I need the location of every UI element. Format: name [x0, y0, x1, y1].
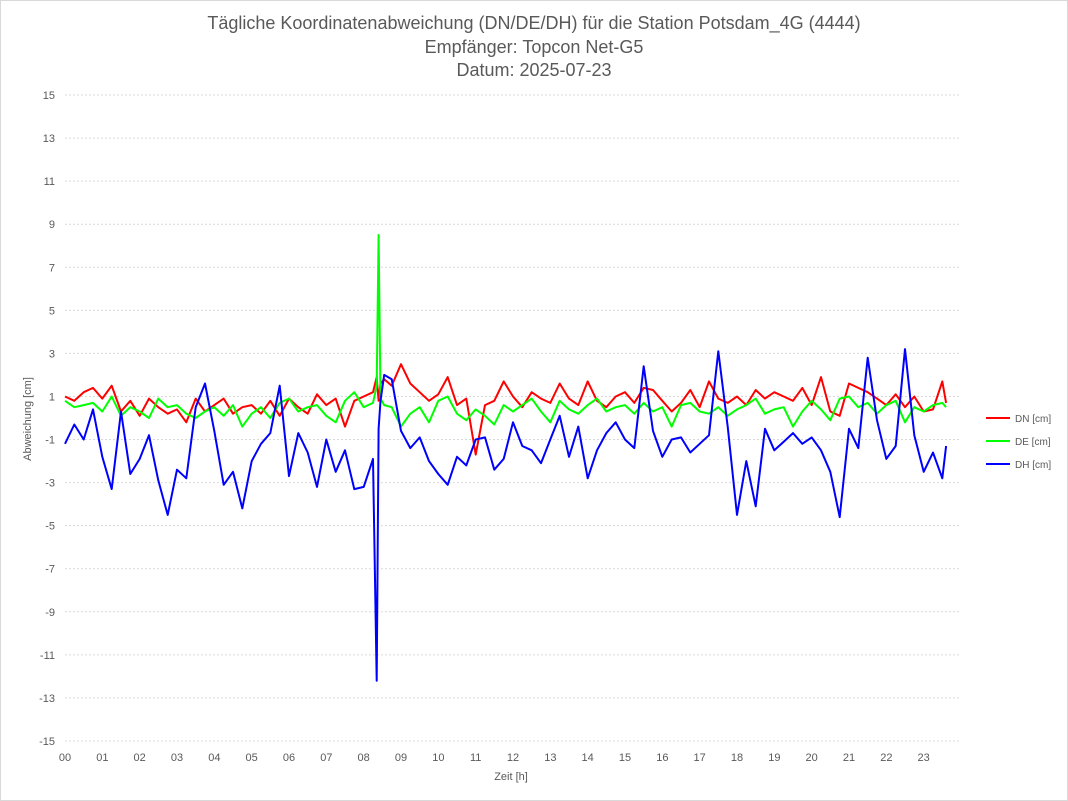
y-tick-label: 5	[49, 305, 55, 317]
y-tick-label: 1	[49, 391, 55, 403]
x-tick-label: 04	[208, 752, 220, 764]
x-tick-label: 14	[582, 752, 594, 764]
x-tick-label: 03	[171, 752, 183, 764]
y-tick-label: -7	[45, 564, 55, 576]
chart-subtitle-date: Datum: 2025-07-23	[456, 60, 612, 80]
x-tick-label: 12	[507, 752, 519, 764]
y-tick-label: 9	[49, 219, 55, 231]
x-tick-label: 02	[134, 752, 146, 764]
x-tick-label: 11	[470, 752, 481, 764]
y-tick-label: 11	[44, 176, 55, 188]
y-tick-label: 13	[43, 133, 55, 145]
x-tick-label: 19	[768, 752, 780, 764]
legend-label: DN [cm]	[1015, 414, 1051, 425]
series-line-dn	[64, 363, 948, 456]
x-tick-label: 07	[320, 752, 332, 764]
y-tick-label: 15	[43, 90, 55, 102]
y-tick-label: -15	[39, 736, 55, 748]
legend-label: DE [cm]	[1015, 437, 1051, 448]
series-line-de	[64, 234, 947, 428]
x-tick-label: 10	[432, 752, 444, 764]
x-tick-label: 13	[544, 752, 556, 764]
x-tick-label: 23	[918, 752, 930, 764]
x-axis-ticks: 00 01 02 03 04 05 06 07 08 09 10 11 12 13 14 15 16 17 18 19…	[59, 752, 930, 764]
y-tick-label: 3	[49, 348, 55, 360]
x-axis-label: Zeit [h]	[494, 771, 528, 783]
y-axis-ticks: 15 13 11 9 7 5 3 1 -1 -3 -5 -7 -9 -11 -13 -15	[39, 90, 55, 748]
y-tick-label: -1	[45, 435, 55, 447]
x-tick-label: 06	[283, 752, 295, 764]
x-tick-label: 16	[656, 752, 668, 764]
y-tick-label: 7	[49, 262, 55, 274]
series-line-dh	[64, 348, 948, 682]
x-tick-label: 05	[246, 752, 258, 764]
chart-title: Tägliche Koordinatenabweichung (DN/DE/DH…	[207, 13, 861, 33]
x-tick-label: 22	[880, 752, 892, 764]
legend: DN [cm] DE [cm] DH [cm]	[986, 414, 1051, 471]
x-tick-label: 21	[843, 752, 855, 764]
legend-label: DH [cm]	[1015, 460, 1051, 471]
gridlines	[65, 94, 961, 742]
x-tick-label: 00	[59, 752, 71, 764]
y-tick-label: -9	[45, 607, 55, 619]
x-tick-label: 15	[619, 752, 631, 764]
x-tick-label: 09	[395, 752, 407, 764]
x-tick-label: 17	[694, 752, 706, 764]
x-tick-label: 01	[96, 752, 108, 764]
y-tick-label: -3	[45, 478, 55, 490]
y-axis-label: Abweichung [cm]	[22, 377, 34, 461]
x-tick-label: 08	[358, 752, 370, 764]
y-tick-label: -13	[39, 693, 55, 705]
x-tick-label: 20	[806, 752, 818, 764]
y-tick-label: -11	[40, 650, 55, 662]
y-tick-label: -5	[45, 521, 55, 533]
chart-subtitle-receiver: Empfänger: Topcon Net-G5	[424, 37, 644, 57]
series-lines	[64, 234, 948, 682]
x-tick-label: 18	[731, 752, 743, 764]
